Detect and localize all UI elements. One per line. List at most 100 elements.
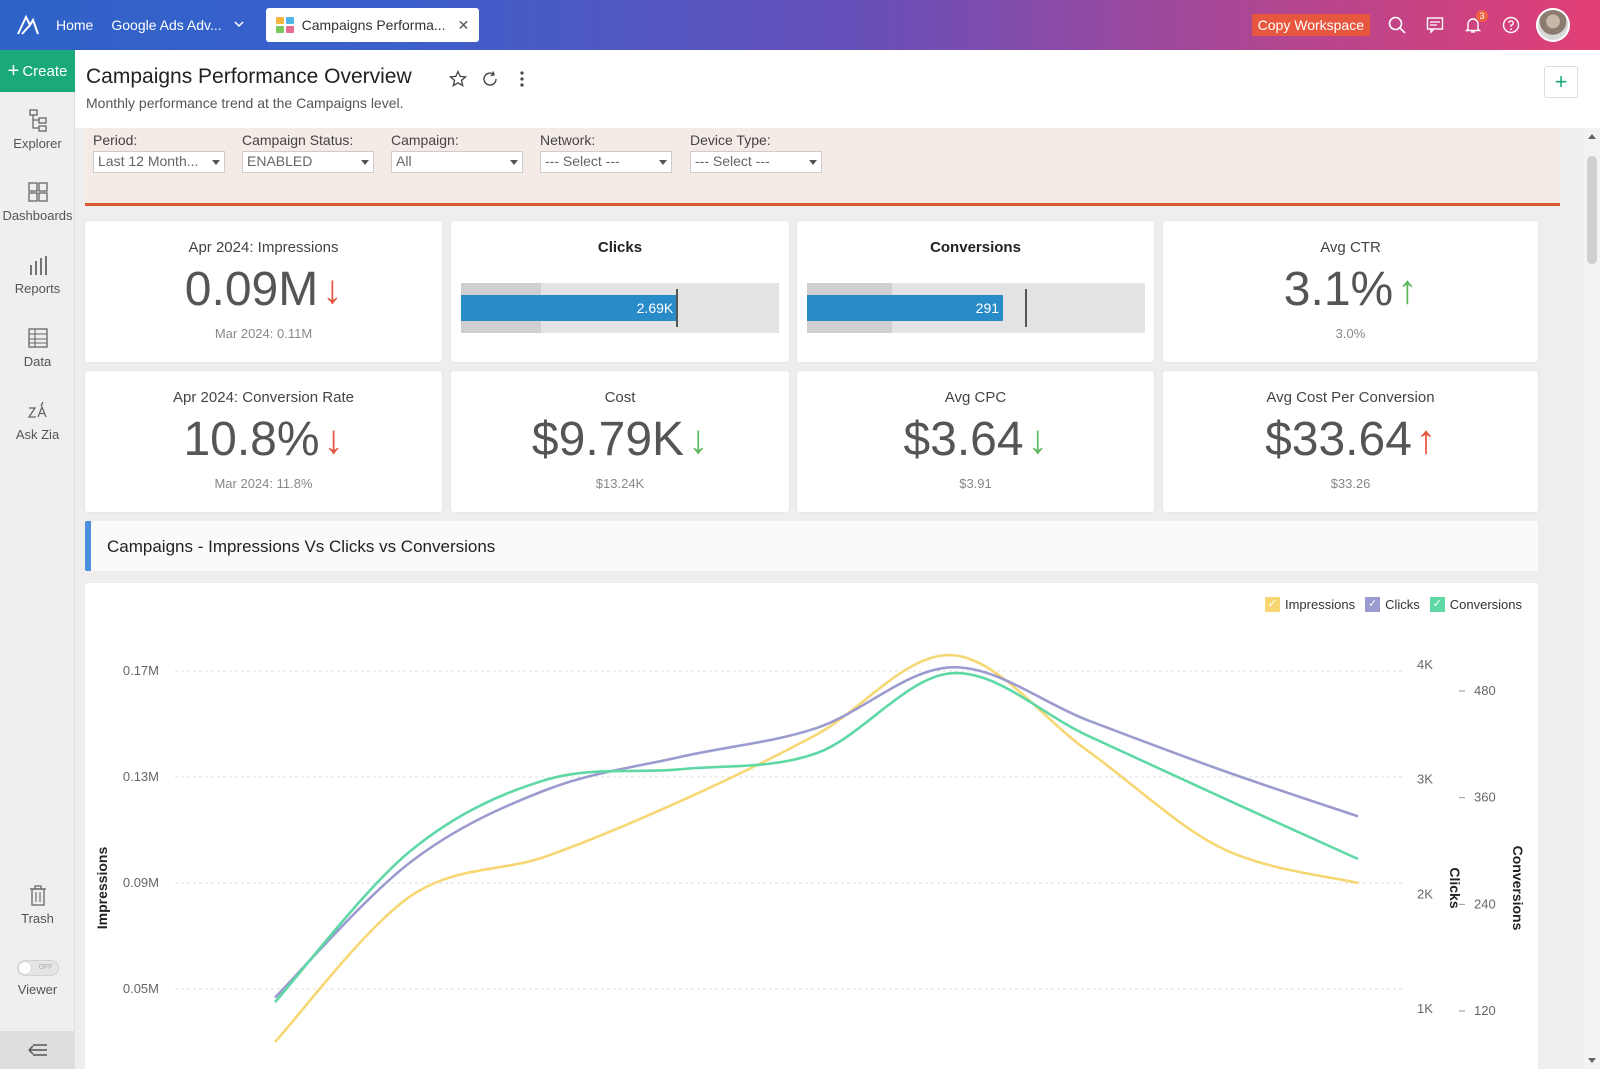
- sidebar: + Create Explorer Dashboards Reports Dat…: [0, 50, 75, 1069]
- legend-label: Impressions: [1284, 597, 1356, 612]
- kpi-title: Avg CPC: [944, 389, 1007, 406]
- toggle-knob: [18, 962, 31, 974]
- legend-item-impressions[interactable]: ✓ Impressions: [1264, 597, 1356, 612]
- campaign-select[interactable]: All: [391, 151, 523, 173]
- dropdown-caret-icon: [659, 160, 667, 165]
- sidebar-item-dashboards[interactable]: Dashboards: [0, 180, 75, 223]
- checkbox-icon: ✓: [1365, 597, 1381, 612]
- period-select[interactable]: Last 12 Month...: [93, 151, 225, 173]
- dashboards-icon: [27, 182, 48, 202]
- ask-zia-icon: [27, 401, 47, 418]
- scrollbar-thumb[interactable]: [1587, 156, 1597, 264]
- clicks-bullet-chart: 2.69K: [461, 283, 779, 333]
- scroll-up-icon[interactable]: [1588, 134, 1596, 139]
- kpi-conversions[interactable]: Conversions 291: [797, 221, 1154, 362]
- y-tick-label-impressions: 0.05M: [123, 981, 159, 996]
- dashboard-content: Period: Last 12 Month... Campaign Status…: [75, 128, 1600, 1069]
- workspace-dropdown[interactable]: Google Ads Adv...: [111, 17, 244, 33]
- toggle-state-label: OFF: [38, 964, 53, 971]
- refresh-icon[interactable]: [479, 68, 501, 90]
- series-line-clicks: [274, 665, 1359, 999]
- scroll-down-icon[interactable]: [1588, 1058, 1596, 1063]
- search-icon[interactable]: [1378, 0, 1416, 50]
- trend-down-icon: ↓: [323, 418, 344, 462]
- kpi-value: $3.64: [903, 413, 1024, 466]
- home-link[interactable]: Home: [56, 17, 94, 33]
- notification-badge: 3: [1476, 10, 1488, 22]
- sidebar-label-viewer: Viewer: [17, 982, 58, 997]
- kpi-clicks[interactable]: Clicks 2.69K: [451, 221, 789, 362]
- select-value: All: [396, 153, 412, 169]
- page-subtitle: Monthly performance trend at the Campaig…: [86, 95, 404, 111]
- add-widget-button[interactable]: +: [1544, 66, 1578, 98]
- sidebar-item-ask-zia[interactable]: Ask Zia: [0, 399, 75, 442]
- legend-item-conversions[interactable]: ✓ Conversions: [1429, 597, 1522, 612]
- favorite-star-icon[interactable]: [447, 68, 469, 90]
- filter-device-type: Device Type: --- Select ---: [690, 132, 822, 173]
- y-tick-label-clicks: 3K: [1417, 772, 1433, 787]
- sidebar-item-explorer[interactable]: Explorer: [0, 108, 75, 151]
- kpi-avg-cpc[interactable]: Avg CPC $3.64 ↓ $3.91: [797, 371, 1154, 512]
- legend-label: Clicks: [1385, 597, 1420, 612]
- tab-campaigns-performance[interactable]: Campaigns Performa... ✕: [265, 8, 480, 42]
- select-value: ENABLED: [247, 153, 313, 169]
- create-button[interactable]: + Create: [0, 50, 75, 92]
- explorer-icon: [28, 109, 47, 132]
- trend-up-icon: ↑: [1397, 268, 1418, 312]
- campaign-status-select[interactable]: ENABLED: [242, 151, 374, 173]
- tab-label: Campaigns Performa...: [301, 17, 446, 33]
- chevron-down-icon: [234, 19, 244, 31]
- network-select[interactable]: --- Select ---: [540, 151, 672, 173]
- main-area: Campaigns Performance Overview Monthly p…: [75, 50, 1600, 1069]
- workspace-name: Google Ads Adv...: [111, 17, 222, 33]
- reports-icon: [29, 256, 47, 275]
- filter-campaign-status: Campaign Status: ENABLED: [242, 132, 374, 173]
- trend-down-icon: ↓: [688, 418, 709, 462]
- kpi-title: Conversions: [930, 239, 1021, 256]
- dashboard-tab-icon: [275, 17, 294, 33]
- filter-label: Campaign Status:: [242, 132, 354, 148]
- sidebar-item-reports[interactable]: Reports: [0, 253, 75, 296]
- line-chart: 0.05M 0.09M 0.13M 0.17M 1K 2K 3K 4K 120 240 360 480…: [94, 653, 1526, 1043]
- trend-down-icon: ↓: [1027, 418, 1048, 462]
- sidebar-item-data[interactable]: Data: [0, 326, 75, 369]
- data-table-icon: [27, 328, 48, 348]
- kpi-value: $33.64: [1265, 413, 1412, 466]
- collapse-sidebar-button[interactable]: [0, 1031, 75, 1069]
- y-axis-title-impressions: Impressions: [94, 847, 110, 930]
- sidebar-item-trash[interactable]: Trash: [0, 883, 75, 926]
- filter-label: Device Type:: [690, 132, 771, 148]
- bullet-target-marker: [675, 289, 678, 327]
- filter-label: Campaign:: [391, 132, 459, 148]
- legend-label: Conversions: [1449, 597, 1522, 612]
- notification-bell-icon[interactable]: 3: [1454, 0, 1492, 50]
- kpi-avg-cost-per-conversion[interactable]: Avg Cost Per Conversion $33.64 ↑ $33.26: [1163, 371, 1538, 512]
- kpi-value: 10.8%: [183, 413, 320, 466]
- close-tab-icon[interactable]: ✕: [457, 16, 470, 33]
- device-type-select[interactable]: --- Select ---: [690, 151, 822, 173]
- more-options-icon[interactable]: [511, 68, 533, 90]
- kpi-value: 0.09M: [184, 263, 319, 316]
- app-logo-icon[interactable]: [0, 0, 56, 50]
- kpi-conversion-rate[interactable]: Apr 2024: Conversion Rate 10.8% ↓ Mar 202…: [85, 371, 442, 512]
- trend-up-icon: ↑: [1415, 418, 1436, 462]
- filter-period: Period: Last 12 Month...: [93, 132, 225, 173]
- copy-workspace-button[interactable]: Copy Workspace: [1251, 14, 1370, 36]
- checkbox-icon: ✓: [1264, 597, 1280, 612]
- section-header: Campaigns - Impressions Vs Clicks vs Con…: [85, 521, 1538, 571]
- legend-item-clicks[interactable]: ✓ Clicks: [1365, 597, 1420, 612]
- vertical-scrollbar[interactable]: [1584, 128, 1600, 1069]
- y-tick-label-impressions: 0.17M: [123, 663, 159, 678]
- page-title: Campaigns Performance Overview: [86, 65, 412, 88]
- kpi-avg-ctr[interactable]: Avg CTR 3.1% ↑ 3.0%: [1163, 221, 1538, 362]
- comments-icon[interactable]: [1416, 0, 1454, 50]
- y-tick-label-clicks: 1K: [1417, 1001, 1433, 1016]
- user-avatar[interactable]: [1536, 8, 1570, 42]
- sidebar-label-dashboards: Dashboards: [2, 208, 73, 223]
- kpi-cost[interactable]: Cost $9.79K ↓ $13.24K: [451, 371, 789, 512]
- dropdown-caret-icon: [212, 160, 220, 165]
- kpi-impressions[interactable]: Apr 2024: Impressions 0.09M ↓ Mar 2024: 0…: [85, 221, 442, 362]
- viewer-toggle[interactable]: OFF: [16, 960, 59, 976]
- help-icon[interactable]: [1492, 0, 1530, 50]
- kpi-title: Apr 2024: Impressions: [188, 239, 339, 256]
